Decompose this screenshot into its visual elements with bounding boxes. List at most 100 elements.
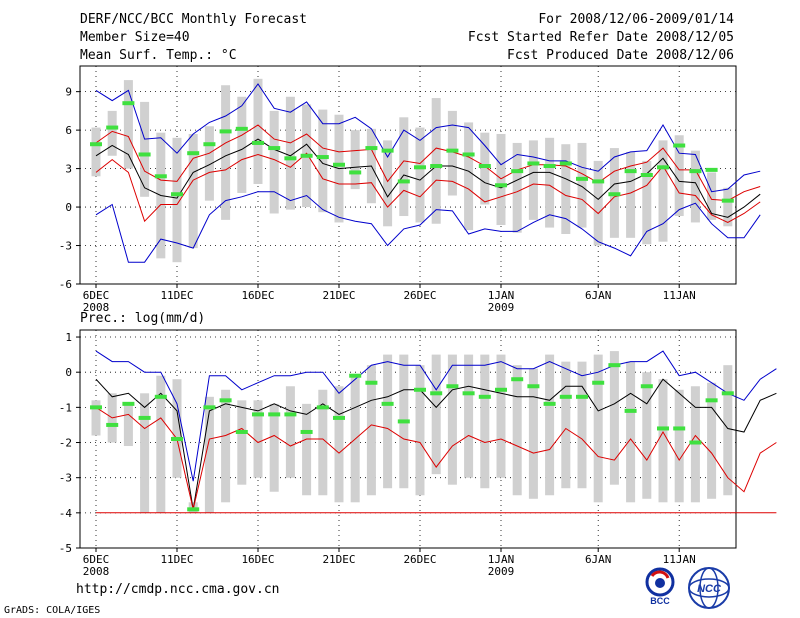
- observed-marker: [381, 401, 394, 406]
- spread-bar: [253, 78, 263, 184]
- observed-marker: [300, 153, 313, 158]
- spread-bar: [431, 98, 441, 224]
- observed-marker: [381, 148, 394, 153]
- spread-bar: [496, 354, 506, 478]
- y-tick-label: 1: [65, 331, 72, 344]
- spread-bar: [237, 400, 247, 485]
- observed-marker: [203, 142, 216, 147]
- observed-marker: [624, 169, 637, 174]
- spread-bar: [204, 396, 214, 513]
- produced-date-label: Fcst Produced Date 2008/12/06: [507, 48, 734, 63]
- y-tick-label: 3: [65, 163, 72, 176]
- observed-marker: [252, 140, 264, 145]
- observed-marker: [721, 198, 734, 203]
- chart-title: DERF/NCC/BCC Monthly Forecast: [80, 12, 307, 27]
- y-tick-label: -3: [59, 472, 72, 485]
- spread-bar: [383, 140, 393, 227]
- y-tick-label: 9: [65, 86, 72, 99]
- observed-marker: [365, 146, 378, 151]
- observed-marker: [527, 161, 540, 166]
- spread-bar: [285, 96, 295, 210]
- observed-marker: [316, 155, 329, 160]
- plot-frame: [79, 65, 737, 285]
- observed-marker: [138, 415, 151, 420]
- observed-marker: [511, 169, 524, 174]
- observed-marker: [592, 179, 605, 184]
- observed-marker: [673, 426, 686, 431]
- spread-bar: [415, 127, 425, 223]
- y-tick-label: -4: [59, 507, 73, 520]
- series-line-mean: [95, 138, 761, 218]
- spread-bar: [707, 382, 717, 499]
- observed-marker: [300, 429, 313, 434]
- observed-marker: [171, 437, 183, 441]
- spread-bar: [642, 160, 652, 245]
- observed-marker: [414, 387, 426, 392]
- series-line-upper: [95, 124, 761, 202]
- spread-bar: [91, 127, 101, 177]
- spread-bar: [464, 354, 474, 478]
- observed-marker: [559, 161, 572, 166]
- spread-bar: [707, 172, 717, 220]
- observed-marker: [284, 412, 297, 417]
- spread-bar: [723, 187, 733, 227]
- ncc-logo-icon: NCC: [688, 567, 730, 609]
- spread-bar: [545, 354, 555, 496]
- spread-bar: [561, 144, 571, 234]
- spread-bar: [318, 389, 328, 496]
- observed-marker: [365, 380, 378, 385]
- observed-marker: [705, 167, 718, 172]
- spread-bar: [221, 389, 231, 503]
- x-tick-label: 6DEC: [83, 553, 110, 566]
- observed-marker: [478, 164, 491, 169]
- spread-bar: [318, 109, 328, 213]
- spread-bar: [496, 133, 506, 226]
- observed-marker: [495, 183, 507, 188]
- bcc-logo-icon: BCC: [645, 567, 675, 606]
- observed-marker: [122, 401, 135, 406]
- spread-bar: [593, 160, 603, 246]
- observed-marker: [559, 394, 572, 399]
- observed-marker: [219, 129, 232, 134]
- spread-bar: [593, 354, 603, 503]
- spread-bar: [253, 400, 263, 478]
- spread-bar: [609, 351, 619, 485]
- y-tick-label: -5: [59, 542, 72, 555]
- x-tick-label: 26DEC: [403, 553, 436, 566]
- observed-marker: [673, 143, 686, 148]
- member-size-label: Member Size=40: [80, 30, 190, 45]
- observed-marker: [462, 391, 475, 396]
- x-tick-label: 11JAN: [663, 553, 696, 566]
- bcc-logo-text: BCC: [650, 596, 670, 606]
- plot-frame: [79, 329, 737, 549]
- spread-bar: [350, 130, 360, 190]
- x-tick-label: 11DEC: [160, 553, 193, 566]
- observed-marker: [657, 426, 669, 431]
- spread-bar: [140, 101, 150, 197]
- spread-bar: [577, 142, 587, 228]
- x-tick-label: 11JAN: [663, 289, 696, 302]
- y-tick-label: 0: [65, 201, 72, 214]
- x-tick-label: 16DEC: [241, 289, 274, 302]
- spread-bar: [658, 140, 668, 242]
- spread-bar: [188, 133, 198, 249]
- spread-bar: [447, 354, 457, 485]
- observed-marker: [349, 373, 362, 378]
- spread-bar: [512, 365, 522, 496]
- series-line-lower: [95, 152, 761, 223]
- x-tick-label: 1JAN: [488, 553, 515, 566]
- observed-marker: [203, 405, 216, 410]
- observed-marker: [268, 146, 281, 151]
- x-tick-label: 11DEC: [160, 289, 193, 302]
- observed-marker: [527, 384, 540, 389]
- y-tick-label: -6: [59, 278, 72, 291]
- observed-marker: [235, 429, 248, 434]
- observed-marker: [430, 164, 443, 169]
- ncc-logo-text: NCC: [697, 583, 722, 595]
- spread-bar: [464, 122, 474, 231]
- observed-marker: [235, 126, 248, 131]
- x-tick-label: 6DEC: [83, 289, 110, 302]
- spread-bar: [528, 368, 538, 499]
- x-year-label: 2008: [83, 565, 110, 578]
